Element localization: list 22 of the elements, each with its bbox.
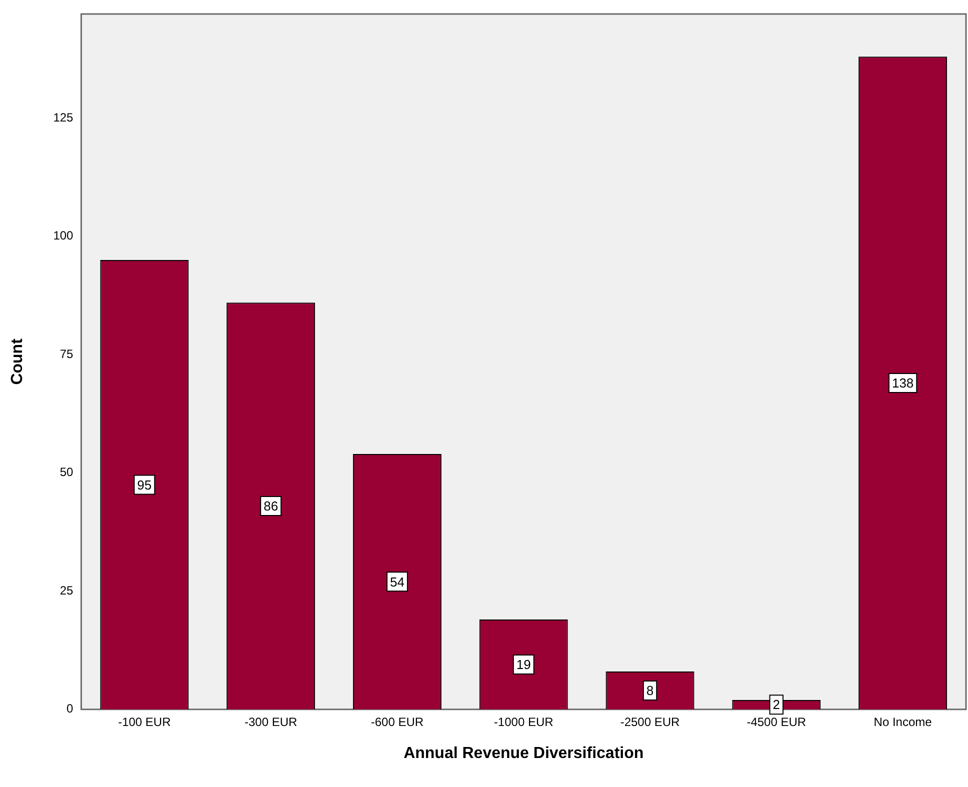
- data-label: 54: [390, 574, 404, 590]
- x-tick-label: -1000 EUR: [494, 714, 554, 729]
- y-axis-title: Count: [9, 338, 26, 385]
- data-label: 138: [892, 376, 914, 391]
- y-tick-label: 125: [53, 110, 74, 124]
- data-label: 8: [646, 683, 654, 698]
- data-label: 86: [264, 498, 278, 514]
- y-tick-label: 75: [60, 346, 74, 361]
- x-tick-label: -100 EUR: [118, 714, 172, 729]
- y-tick-label: 0: [66, 702, 74, 716]
- data-label: 95: [137, 477, 152, 492]
- y-tick-label: 100: [53, 228, 74, 243]
- x-tick-label: -300 EUR: [244, 714, 298, 729]
- y-tick-label: 50: [60, 465, 74, 480]
- x-axis-title: Annual Revenue Diversification: [404, 744, 644, 762]
- y-tick-label: 25: [60, 583, 74, 598]
- data-label: 2: [772, 697, 780, 712]
- data-label: 19: [516, 657, 531, 672]
- x-tick-label: -600 EUR: [370, 714, 424, 729]
- x-tick-label: No Income: [874, 714, 932, 729]
- x-tick-label: -2500 EUR: [620, 714, 680, 729]
- x-tick-label: -4500 EUR: [746, 714, 806, 729]
